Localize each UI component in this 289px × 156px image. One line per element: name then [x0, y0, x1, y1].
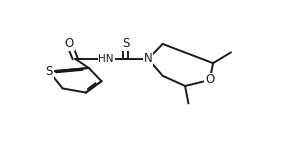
- Text: N: N: [144, 52, 153, 66]
- Text: O: O: [65, 37, 74, 50]
- Text: S: S: [122, 37, 129, 50]
- Text: S: S: [45, 65, 53, 78]
- Text: N: N: [144, 52, 153, 66]
- Text: O: O: [205, 73, 214, 86]
- Text: HN: HN: [99, 54, 114, 64]
